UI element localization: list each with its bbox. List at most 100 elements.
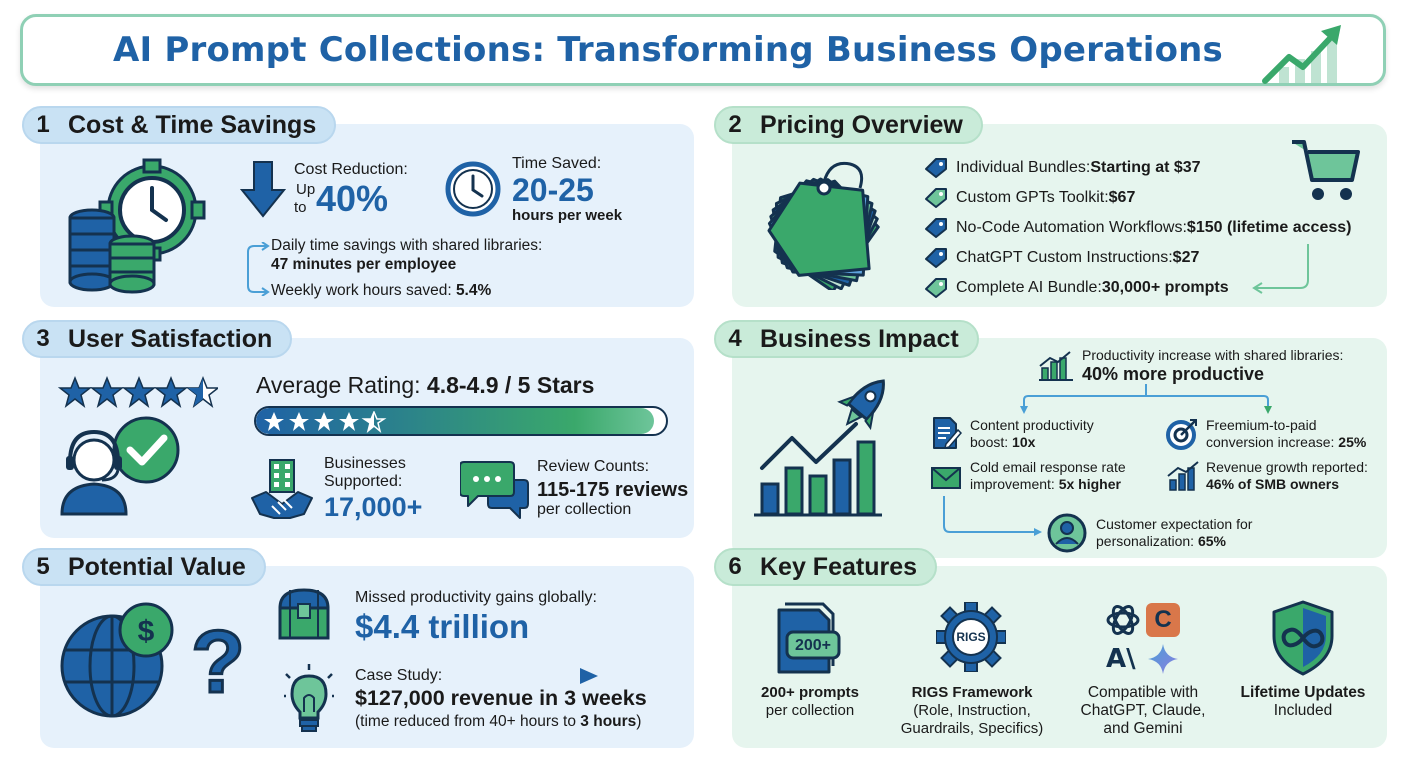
freemium-label2: conversion increase: [1206,434,1339,450]
pricing-item-price: $27 [1172,249,1200,266]
section-number: 2 [728,111,742,138]
feature-prompts: 200+ prompts per collection [740,684,880,720]
customer-expectation-label2: personalization: [1096,533,1198,549]
feature-lifetime-sub: Included [1273,702,1333,719]
section-2-header: 2 Pricing Overview [714,106,983,144]
claude-c-logo: C [1146,603,1180,637]
gemini-sparkle-icon [1148,644,1178,674]
customer-user-icon [1047,513,1087,553]
feature-rigs-title: RIGS Framework [911,684,1033,701]
section-title: Business Impact [760,324,959,353]
pricing-item-name: Individual Bundles: [956,159,1091,176]
headline-label: Productivity increase with shared librar… [1082,347,1344,363]
cold-email-label: Cold email response rate [970,459,1126,475]
svg-text:$: $ [138,615,155,648]
bar-chart-icon [1039,351,1073,381]
five-stars-rating-icon [59,375,218,408]
section-title: Potential Value [68,552,246,581]
revenue-growth-label: Revenue growth reported: [1206,459,1368,475]
content-productivity-stat: Content productivity boost: 10x [970,417,1094,451]
businesses-label-line1: Businesses [324,455,406,472]
price-tags-icon [767,161,880,290]
customer-expectation-stat: Customer expectation for personalization… [1096,516,1252,550]
section-3-header: 3 User Satisfaction [22,320,293,358]
time-saved-value: 20-25 [512,172,594,208]
handshake-building-icon [251,459,313,519]
content-productivity-value: 10x [1012,434,1036,450]
pricing-item: Individual Bundles: Starting at $37 [924,153,1374,183]
prompts-badge: 200+ [794,637,832,654]
price-tag-icon [925,248,947,268]
feature-rigs: RIGS Framework (Role, Instruction, Guard… [890,684,1054,738]
pricing-item-name: ChatGPT Custom Instructions: [956,249,1173,266]
cart-connector-arrow [1252,244,1309,294]
pricing-item-price: $150 (lifetime access) [1186,219,1352,236]
price-tag-icon [925,218,947,238]
section-1-header: 1 Cost & Time Savings [22,106,337,144]
weekly-hours-value: 5.4% [455,282,492,299]
daily-savings-value: 47 minutes per employee [271,256,457,273]
svg-text:?: ? [191,612,245,711]
revenue-growth-stat: Revenue growth reported: 46% of SMB owne… [1206,459,1368,493]
time-saved-unit: hours per week [512,207,623,224]
chat-bubbles-icon [460,461,529,519]
chatgpt-logo-icon [1106,605,1140,635]
case-study-note-end: ) [636,713,642,730]
case-study-note-text: (time reduced from 40+ hours to [355,713,581,730]
average-rating-row: Average Rating: 4.8-4.9 / 5 Stars [256,372,594,399]
feature-compatibility: Compatible with ChatGPT, Claude, and Gem… [1068,684,1218,738]
rating-progress-bar [254,406,668,436]
title-banner: AI Prompt Collections: Transforming Busi… [20,14,1386,86]
prompts-document-icon: 200+ [775,600,845,674]
document-edit-icon [933,417,962,450]
pricing-item-name: No-Code Automation Workflows: [956,219,1187,236]
document-stack-icon [777,602,841,674]
anthropic-logo: A\ [1106,644,1136,674]
growth-chart-icon [1262,25,1341,84]
case-study-label: Case Study: [355,667,443,684]
feature-compat-line2: ChatGPT, Claude, [1080,702,1206,719]
pricing-item-price: $67 [1108,189,1136,206]
review-counts-label: Review Counts: [537,458,650,475]
clock-icon [445,161,501,217]
average-rating-value: 4.8-4.9 / 5 Stars [426,372,595,398]
price-tag-icon [925,188,947,208]
pricing-item-name: Custom GPTs Toolkit: [956,189,1109,206]
feature-compat-line1: Compatible with [1087,684,1199,701]
businesses-value: 17,000+ [324,492,423,522]
section-4-header: 4 Business Impact [714,320,979,358]
freemium-label: Freemium-to-paid [1206,417,1317,433]
email-icon [931,467,961,489]
feature-lifetime-title: Lifetime Updates [1240,684,1366,701]
review-counts-unit: per collection [537,501,632,518]
content-productivity-label: Content productivity [970,417,1094,433]
freemium-value: 25% [1338,434,1367,450]
content-productivity-label2: boost: [970,434,1013,450]
cold-email-value: 5x higher [1058,476,1121,492]
customer-expectation-value: 65% [1197,533,1226,549]
daily-savings-label: Daily time savings with shared libraries… [271,237,543,254]
time-saved-label: Time Saved: [512,155,602,172]
section-title: Pricing Overview [760,110,963,139]
businesses-label: Businesses Supported: [324,455,406,491]
rating-stars-icon [264,411,387,433]
section-title: Key Features [760,552,918,581]
pricing-item: Complete AI Bundle: 30,000+ prompts [924,273,1374,303]
bracket-connector [247,242,270,296]
section-number: 5 [36,553,50,580]
missed-gains-value: $4.4 trillion [355,608,530,645]
missed-gains-label: Missed productivity gains globally: [355,589,597,606]
target-icon [1166,419,1197,450]
feature-prompts-sub: per collection [765,702,855,719]
pricing-item: ChatGPT Custom Instructions: $27 [924,243,1374,273]
average-rating-label: Average Rating: [256,372,427,398]
section-number: 4 [728,325,742,352]
revenue-growth-icon [1167,461,1199,491]
gear-icon [936,602,1006,672]
rocket-growth-chart-icon [754,379,885,517]
customer-expectation-label: Customer expectation for [1096,516,1253,532]
down-arrow-icon [240,161,286,218]
cold-email-stat: Cold email response rate improvement: 5x… [970,459,1126,493]
case-study-value: $127,000 revenue in 3 weeks [355,686,647,710]
rigs-gear-icon: RIGS [936,602,1006,672]
